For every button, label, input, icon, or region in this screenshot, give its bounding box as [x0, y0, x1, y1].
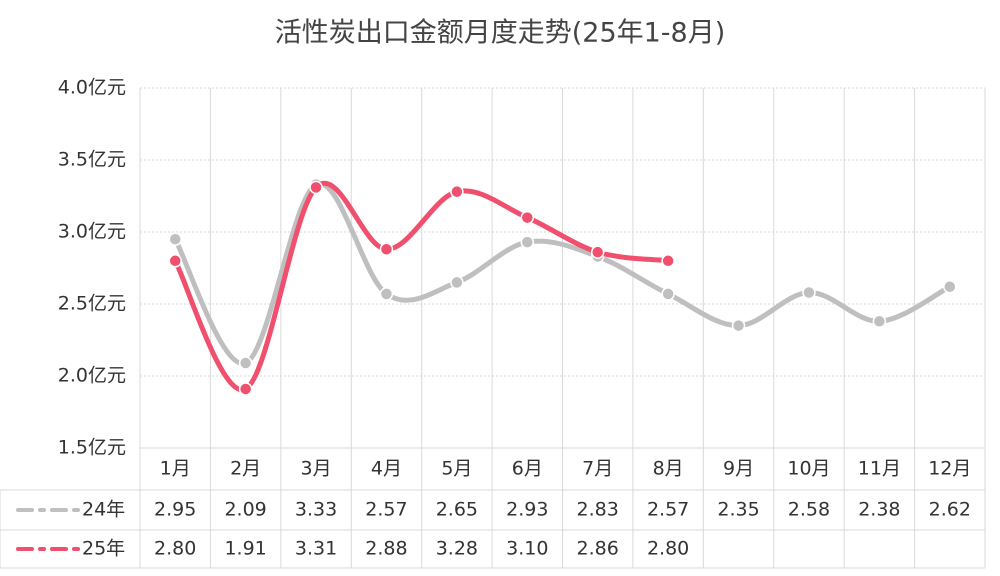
table-value: 2.80: [154, 538, 196, 560]
data-point: [379, 242, 394, 257]
data-point: [309, 180, 323, 195]
x-tick-label: 9月: [723, 458, 754, 480]
data-point: [661, 254, 675, 268]
data-point: [450, 275, 464, 290]
x-tick-label: 2月: [230, 458, 261, 480]
legend-label: 25年: [82, 538, 125, 560]
table-value: 3.10: [506, 538, 548, 560]
data-point: [238, 356, 253, 370]
table-value: 3.31: [295, 538, 337, 560]
table-value: 2.58: [788, 499, 830, 521]
x-tick-label: 6月: [512, 458, 543, 480]
y-tick-label: 3.5亿元: [58, 149, 126, 171]
chart-title: 活性炭出口金额月度走势(25年1-8月): [275, 18, 726, 49]
table-value: 2.88: [365, 538, 407, 560]
table-value: 2.83: [577, 499, 619, 521]
y-tick-label: 2.0亿元: [58, 365, 126, 387]
table-value: 2.62: [929, 499, 971, 521]
table-value: 2.86: [577, 538, 619, 560]
data-point: [590, 245, 605, 259]
data-point: [802, 285, 816, 300]
table-value: 2.65: [436, 499, 478, 521]
x-tick-label: 1月: [160, 458, 191, 480]
x-tick-label: 7月: [582, 458, 613, 480]
table-value: 2.38: [858, 499, 900, 521]
table-value: 2.57: [365, 499, 407, 521]
table-value: 2.09: [224, 499, 266, 521]
x-tick-label: 10月: [787, 458, 830, 480]
data-point: [168, 232, 182, 246]
data-point: [238, 382, 253, 396]
data-point: [520, 235, 535, 249]
table-value: 1.91: [224, 538, 266, 560]
y-tick-label: 1.5亿元: [58, 437, 126, 459]
table-value: 3.33: [295, 499, 337, 521]
y-tick-label: 2.5亿元: [58, 293, 126, 315]
x-tick-label: 5月: [441, 458, 472, 480]
x-tick-label: 12月: [928, 458, 971, 480]
x-tick-label: 4月: [371, 458, 402, 480]
data-point: [943, 279, 957, 294]
data-point: [379, 287, 394, 301]
table-value: 2.80: [647, 538, 689, 560]
data-point: [520, 210, 535, 225]
data-point: [661, 287, 675, 301]
data-point: [168, 254, 182, 268]
table-value: 2.57: [647, 499, 689, 521]
data-point: [731, 318, 746, 333]
x-tick-label: 3月: [300, 458, 331, 480]
x-tick-label: 8月: [653, 458, 684, 480]
data-point: [872, 314, 887, 329]
table-value: 2.95: [154, 499, 196, 521]
data-point: [450, 184, 464, 199]
table-value: 3.28: [436, 538, 478, 560]
legend-label: 24年: [82, 499, 125, 521]
table-value: 2.35: [717, 499, 759, 521]
x-tick-label: 11月: [858, 458, 901, 480]
table-value: 2.93: [506, 499, 548, 521]
y-tick-label: 3.0亿元: [58, 221, 126, 243]
y-tick-label: 4.0亿元: [58, 77, 126, 99]
